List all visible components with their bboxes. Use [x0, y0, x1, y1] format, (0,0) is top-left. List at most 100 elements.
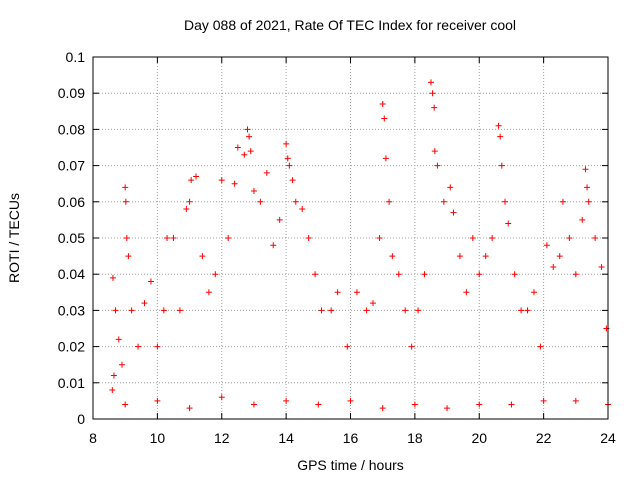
data-point: [421, 271, 428, 278]
data-point: [524, 307, 531, 314]
x-tick-labels: 8 10 12 14 16 18 20 22 24: [89, 430, 616, 446]
y-tick-label: 0.1: [66, 49, 86, 65]
data-point: [186, 405, 193, 412]
data-point: [395, 271, 402, 278]
data-point: [463, 289, 470, 296]
data-point: [212, 271, 219, 278]
y-tick-label: 0.02: [58, 339, 85, 355]
data-point: [431, 104, 438, 111]
data-point: [450, 209, 457, 216]
data-point: [344, 343, 351, 350]
y-tick-labels: 0 0.01 0.02 0.03 0.04 0.05 0.06 0.07 0.08 0.09 0.1: [58, 49, 85, 427]
data-point: [299, 206, 306, 213]
data-point: [434, 162, 441, 169]
data-point: [118, 361, 125, 368]
data-point: [543, 242, 550, 249]
x-axis-label: GPS time / hours: [297, 457, 404, 473]
data-point: [582, 166, 589, 173]
data-point: [550, 263, 557, 270]
data-point: [559, 198, 566, 205]
data-point: [183, 206, 190, 213]
data-point: [476, 401, 483, 408]
data-point: [447, 184, 454, 191]
data-point: [440, 198, 447, 205]
data-point: [247, 148, 254, 155]
data-point: [186, 198, 193, 205]
data-point: [244, 126, 251, 133]
data-point: [540, 397, 547, 404]
data-point: [584, 184, 591, 191]
data-point: [315, 401, 322, 408]
x-tick-label: 24: [600, 430, 616, 446]
data-point: [246, 133, 253, 140]
data-point: [115, 336, 122, 343]
y-tick-label: 0.08: [58, 121, 85, 137]
data-point: [188, 177, 195, 184]
data-point: [328, 307, 335, 314]
y-tick-label: 0.04: [58, 266, 85, 282]
data-point: [122, 198, 129, 205]
data-point: [530, 289, 537, 296]
data-point: [270, 242, 277, 249]
data-point: [109, 274, 116, 281]
data-point: [305, 235, 312, 241]
x-tick-label: 10: [150, 430, 166, 446]
y-tick-label: 0.01: [58, 375, 85, 391]
data-point: [122, 184, 129, 191]
data-point: [476, 271, 483, 278]
data-point: [176, 307, 183, 314]
data-point: [284, 155, 291, 162]
data-point: [382, 155, 389, 162]
data-point: [572, 397, 579, 404]
data-point: [318, 307, 325, 314]
data-point: [276, 216, 283, 223]
data-point: [566, 235, 573, 241]
x-tick-label: 12: [214, 430, 230, 446]
data-point: [415, 307, 422, 314]
data-point: [193, 173, 199, 180]
data-point: [408, 343, 415, 350]
data-point: [250, 187, 257, 194]
data-point: [427, 79, 434, 86]
x-tick-label: 14: [278, 430, 294, 446]
data-point: [205, 289, 212, 296]
data-point: [502, 198, 508, 205]
data-point: [109, 387, 116, 394]
data-point: [495, 122, 502, 129]
data-point: [135, 343, 142, 350]
data-point: [141, 300, 148, 307]
data-point: [585, 198, 592, 205]
data-point: [218, 177, 225, 184]
data-point: [370, 300, 377, 307]
data-point: [505, 220, 512, 227]
data-point: [511, 271, 518, 278]
x-tick-label: 20: [471, 430, 487, 446]
x-tick-label: 22: [536, 430, 552, 446]
data-point: [199, 253, 206, 260]
x-tick-label: 18: [407, 430, 423, 446]
data-point: [429, 90, 436, 97]
data-point: [444, 405, 451, 412]
data-point: [579, 216, 586, 223]
data-point: [389, 253, 396, 260]
axis-ticks: [92, 56, 609, 420]
y-tick-label: 0.06: [58, 194, 85, 210]
data-point: [598, 263, 605, 270]
grid-lines: [93, 57, 608, 419]
data-point: [283, 397, 290, 404]
data-point: [556, 253, 563, 260]
y-tick-label: 0.05: [58, 230, 85, 246]
data-point: [170, 235, 177, 241]
data-point: [257, 198, 264, 205]
data-point: [411, 401, 418, 408]
data-point: [128, 307, 135, 314]
data-point: [125, 253, 132, 260]
data-point: [292, 198, 299, 205]
data-point: [122, 401, 129, 408]
x-tick-label: 8: [89, 430, 97, 446]
data-point: [469, 235, 476, 241]
chart-title: Day 088 of 2021, Rate Of TEC Index for r…: [183, 17, 517, 33]
y-axis-label: ROTI / TECUs: [6, 193, 22, 283]
data-point: [164, 235, 171, 241]
data-point: [283, 140, 290, 147]
